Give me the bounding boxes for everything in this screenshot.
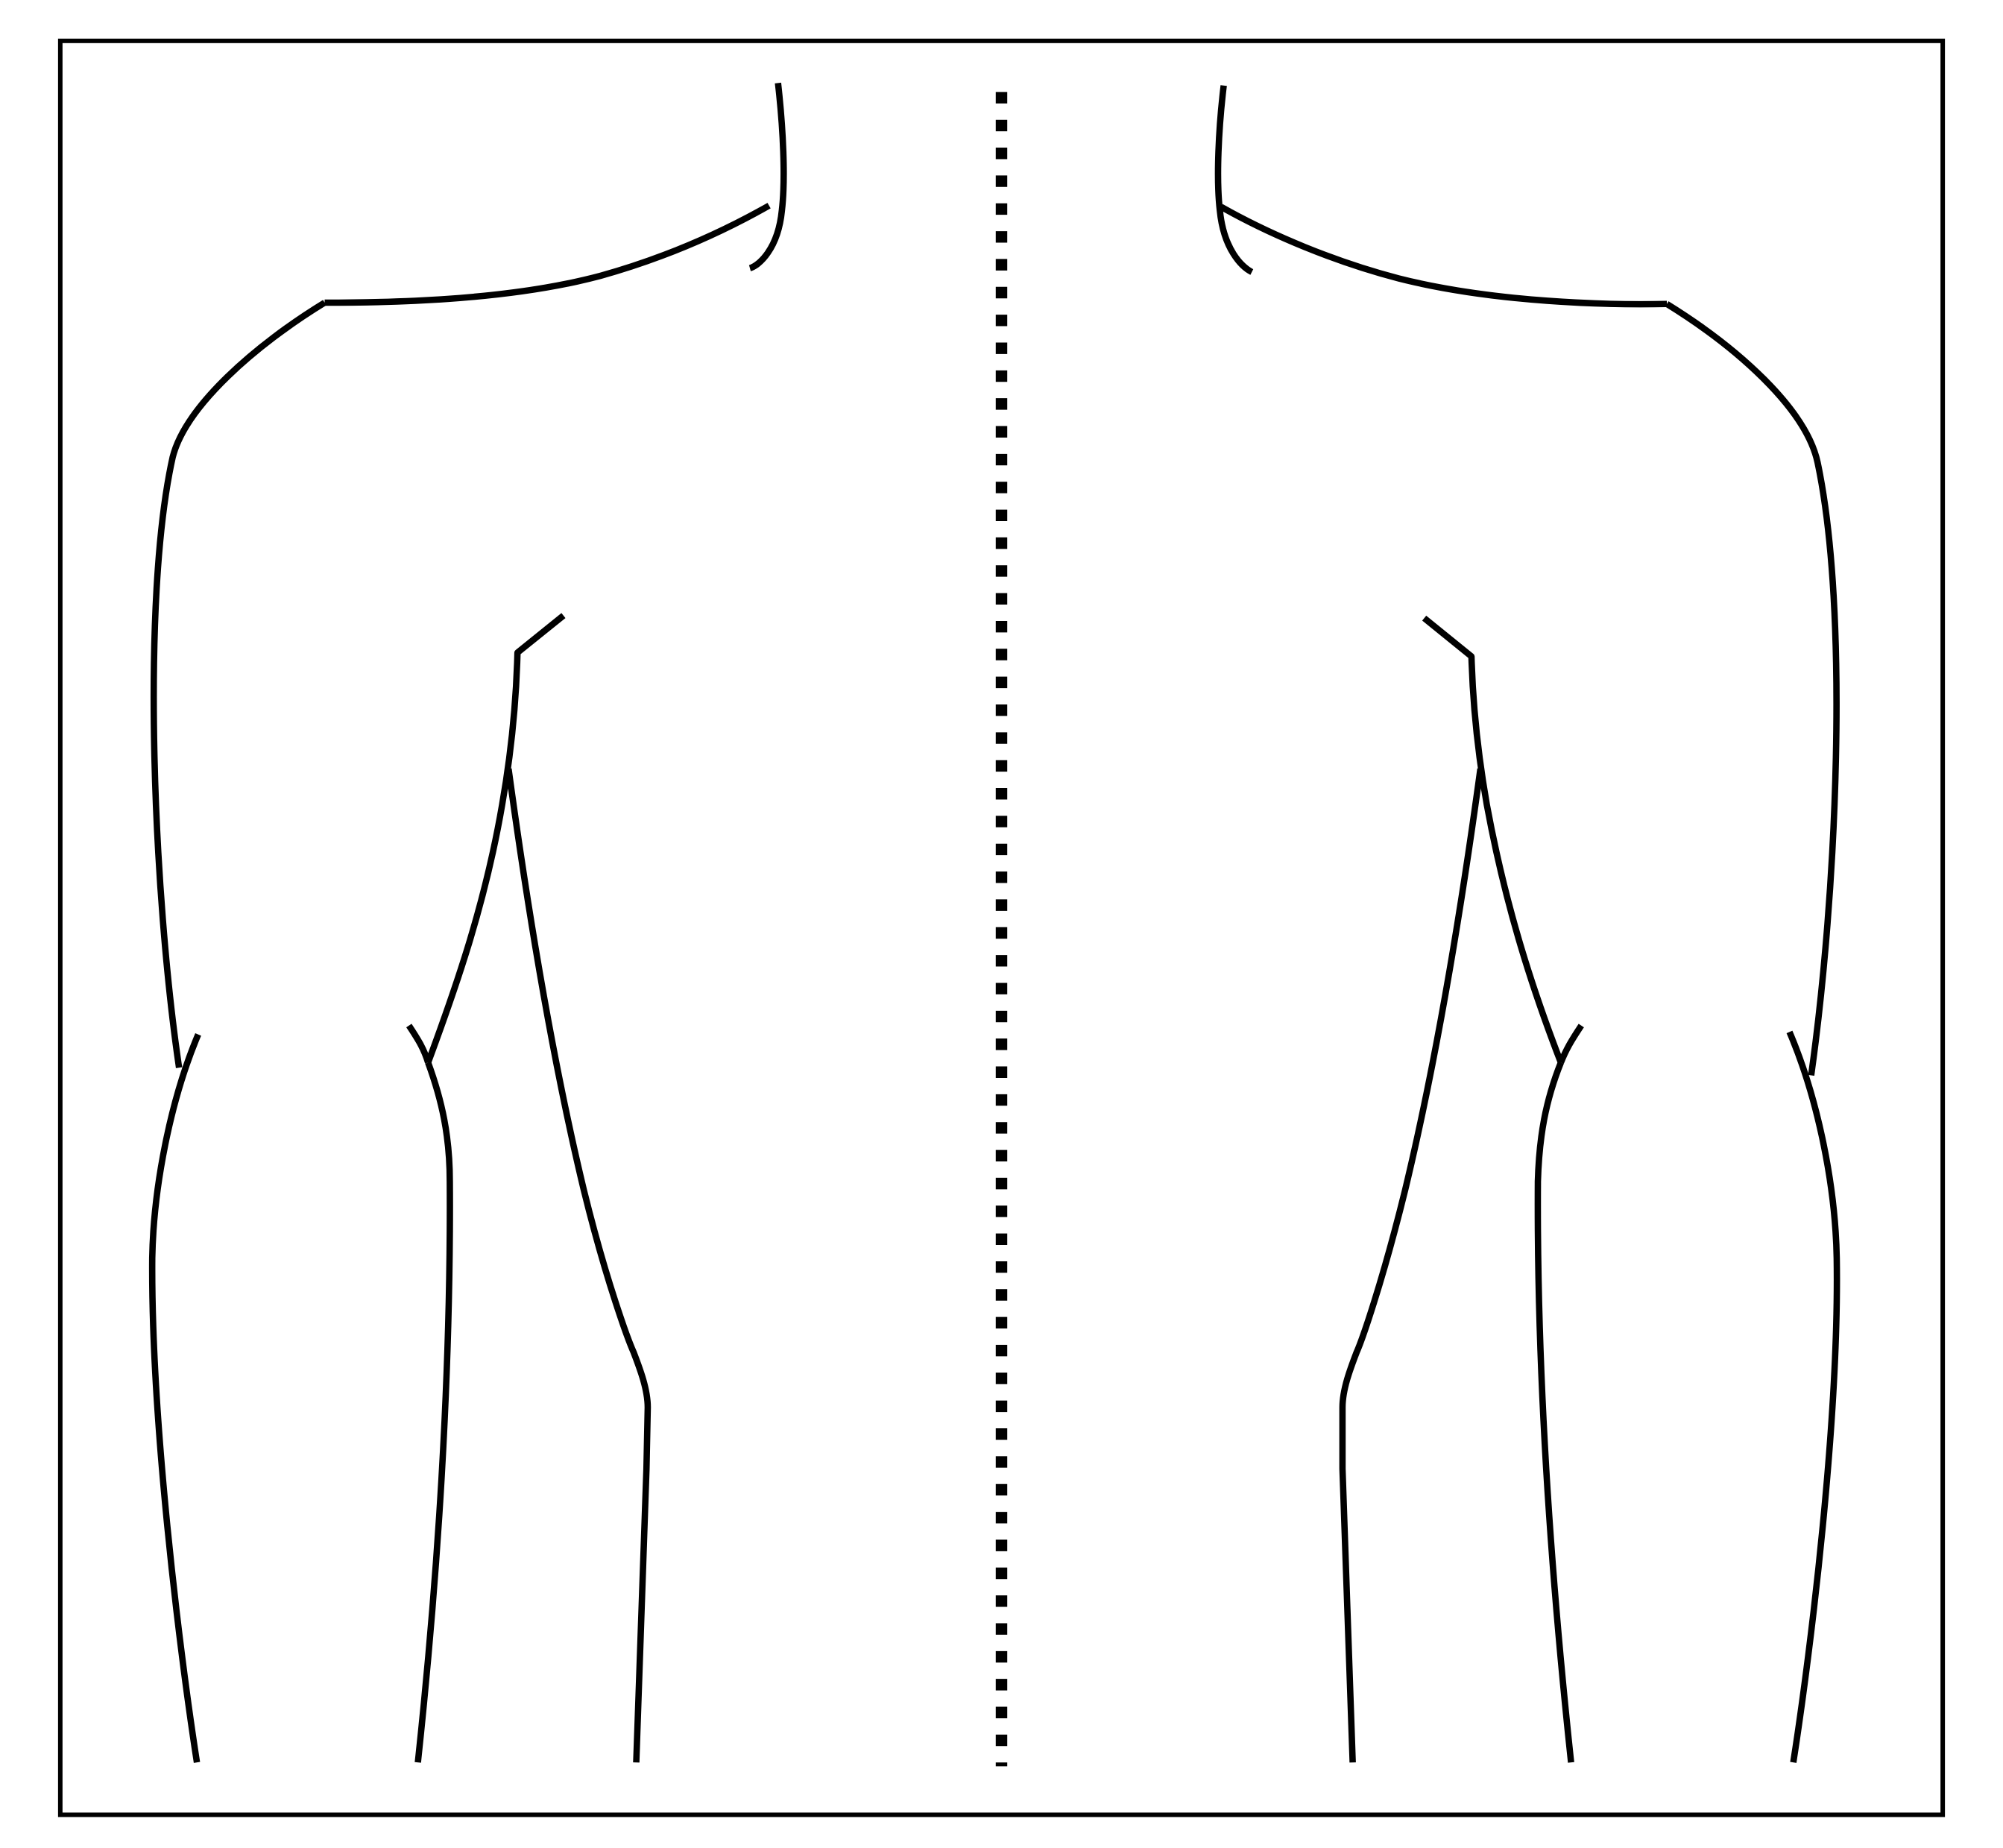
right-armpit-line [1422,615,1564,1064]
right-outer-arm-line [1665,301,1840,1076]
right-outer-forearm-line [1786,1030,1840,1763]
left-inner-forearm-line [414,1061,453,1763]
right-torso-side-line [1339,768,1484,1763]
left-outer-forearm-line [148,1033,201,1763]
left-neck-line [748,82,787,271]
left-armpit-line [425,613,566,1064]
left-torso-side-line [505,768,652,1763]
right-figure [1214,85,1840,1763]
right-elbow-line [1557,1024,1584,1064]
left-shoulder-line [324,203,771,306]
right-inner-forearm-line [1534,1061,1574,1763]
right-shoulder-line [1220,204,1668,308]
left-figure [148,82,787,1763]
left-outer-arm-line [150,300,327,1068]
right-neck-line [1214,85,1254,275]
diagram-frame [57,38,1946,1817]
left-elbow-line [406,1024,432,1064]
